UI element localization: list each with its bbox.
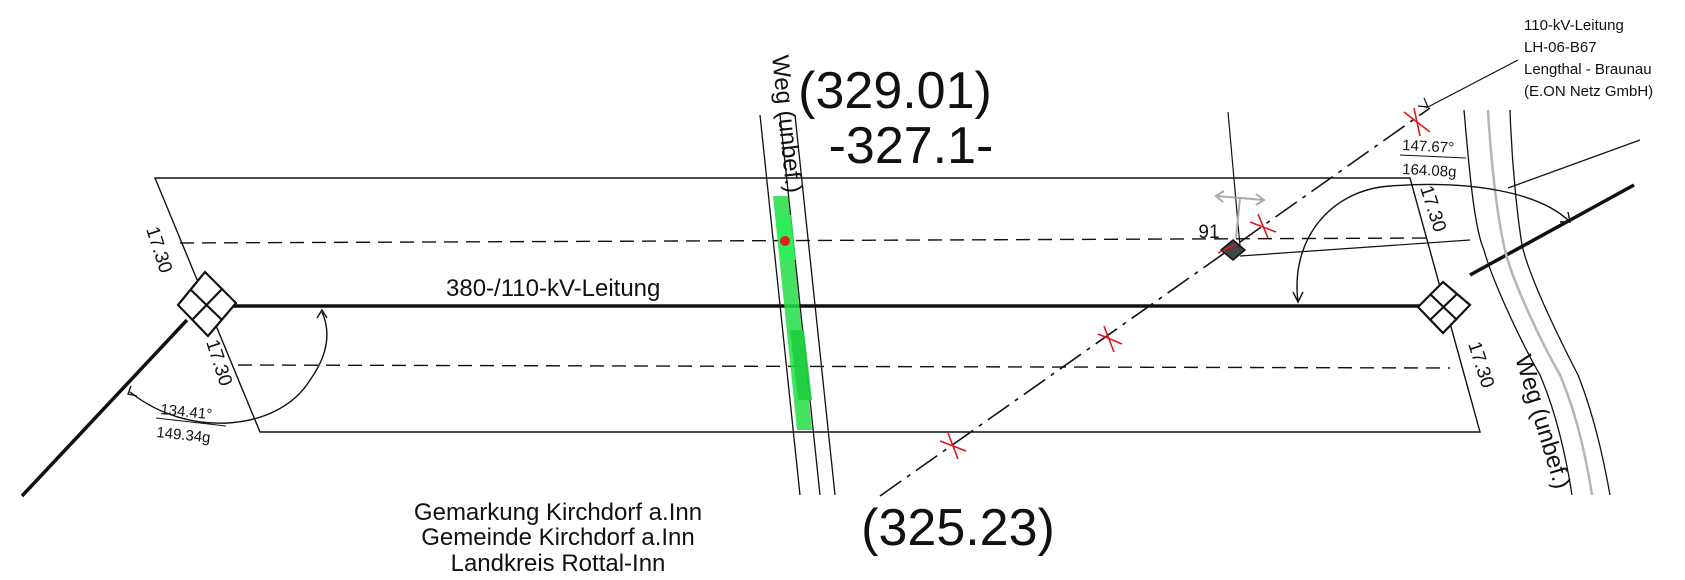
crossing-110kv-line xyxy=(879,107,1431,497)
width-label-top-left: 17.30 xyxy=(141,224,176,276)
callout-line-4: (E.ON Netz GmbH) xyxy=(1524,83,1653,100)
callout-line-3: Lengthal - Braunau xyxy=(1524,61,1652,78)
angle-right-degrees: 147.67° xyxy=(1402,137,1455,157)
point-91-marker xyxy=(1214,190,1266,261)
angle-arc-left xyxy=(127,308,328,424)
point-91-label: 91 xyxy=(1198,222,1219,243)
angle-left-gon: 149.34g xyxy=(156,424,212,447)
pylon-left-icon xyxy=(176,270,238,338)
main-power-line xyxy=(20,183,1635,498)
angle-left-divider xyxy=(155,417,227,427)
easement-strip xyxy=(153,177,1481,433)
angle-left-degrees: 134.41° xyxy=(160,401,213,423)
callout-line-2: LH-06-B67 xyxy=(1524,39,1597,56)
gemarkung-text: Gemarkung Kirchdorf a.Inn xyxy=(414,499,702,526)
width-label-top-right: 17.30 xyxy=(1415,183,1450,235)
angle-arc-right xyxy=(1292,183,1571,304)
road-right xyxy=(1463,109,1641,496)
plan-number-lower: (325.23) xyxy=(861,499,1055,557)
landkreis-text: Landkreis Rottal-Inn xyxy=(451,550,666,577)
plan-number-upper: (329.01) xyxy=(798,62,992,120)
road-left xyxy=(759,114,836,496)
crossing-markers xyxy=(939,107,1431,460)
gemeinde-text: Gemeinde Kirchdorf a.Inn xyxy=(421,524,694,551)
crossing-line-callout: 110-kV-Leitung LH-06-B67 Lengthal - Brau… xyxy=(1524,17,1653,100)
callout-leader xyxy=(1417,59,1519,109)
dashed-boundaries xyxy=(179,237,1451,369)
pylon-right-icon xyxy=(1416,280,1472,335)
callout-line-1: 110-kV-Leitung xyxy=(1524,17,1624,34)
main-line-label: 380-/110-kV-Leitung xyxy=(446,275,660,302)
road-right-label: Weg (unbef.) xyxy=(1509,352,1575,492)
plan-number-middle: -327.1- xyxy=(829,117,994,175)
vegetation-strip xyxy=(773,196,812,430)
location-block: Gemarkung Kirchdorf a.Inn Gemeinde Kirch… xyxy=(414,499,702,577)
angle-right-gon: 164.08g xyxy=(1402,161,1457,181)
angle-right-divider xyxy=(1399,154,1467,159)
width-label-bottom-right: 17.30 xyxy=(1463,339,1498,391)
